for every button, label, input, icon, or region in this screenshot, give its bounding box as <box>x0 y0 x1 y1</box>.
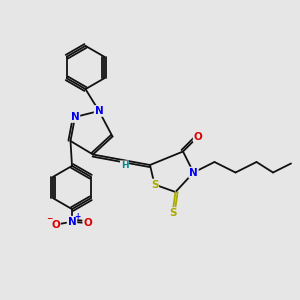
Text: N: N <box>68 217 76 227</box>
Text: N: N <box>189 167 198 178</box>
Text: S: S <box>151 179 158 190</box>
Text: +: + <box>74 212 80 221</box>
Text: O: O <box>194 131 202 142</box>
Text: O: O <box>83 218 92 228</box>
Text: H: H <box>121 161 128 170</box>
Text: S: S <box>169 208 176 218</box>
Text: O: O <box>51 220 60 230</box>
Text: N: N <box>70 112 80 122</box>
Text: −: − <box>46 214 52 223</box>
Text: N: N <box>94 106 103 116</box>
